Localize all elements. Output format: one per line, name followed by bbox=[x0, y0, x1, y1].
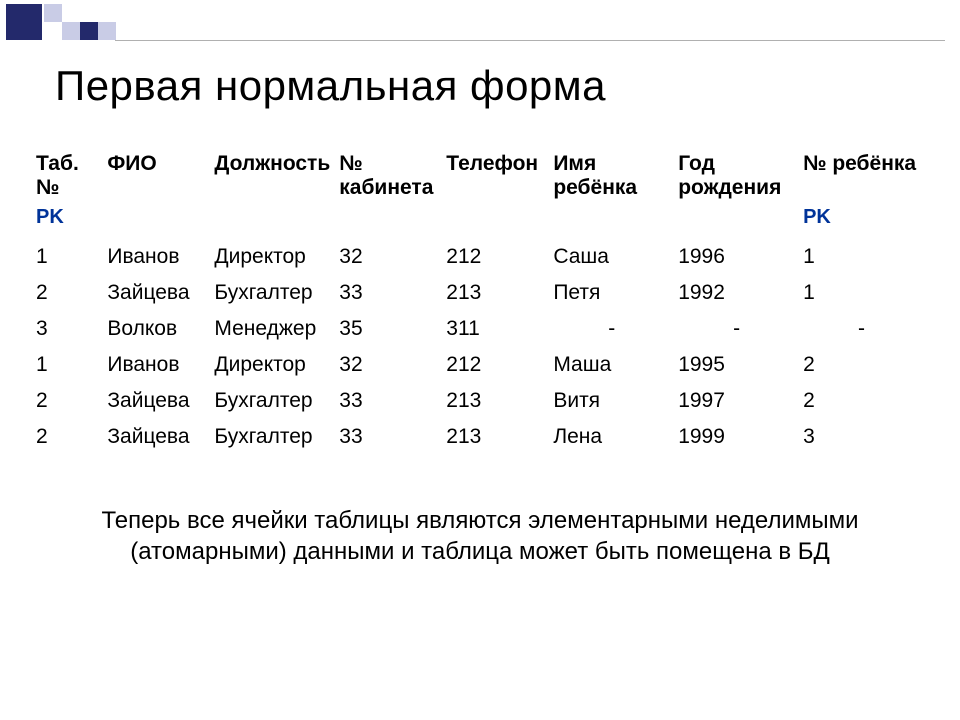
table-cell: 1997 bbox=[676, 383, 801, 419]
table-header-cell: Имя ребёнка bbox=[551, 148, 676, 206]
table-pk-cell bbox=[337, 206, 444, 239]
table-pk-row: PK PK bbox=[34, 206, 926, 239]
table-pk-cell bbox=[676, 206, 801, 239]
table-cell: 32 bbox=[337, 239, 444, 275]
table-cell: 213 bbox=[444, 383, 551, 419]
table-row: 3ВолковМенеджер35311--- bbox=[34, 311, 926, 347]
table-cell: 1 bbox=[34, 239, 105, 275]
caption-text: Теперь все ячейки таблицы являются элеме… bbox=[55, 505, 905, 567]
table-cell: Саша bbox=[551, 239, 676, 275]
table-cell: Иванов bbox=[105, 347, 212, 383]
table-cell: 33 bbox=[337, 275, 444, 311]
table-cell: 212 bbox=[444, 347, 551, 383]
table-cell: 1999 bbox=[676, 419, 801, 455]
table-cell: Зайцева bbox=[105, 383, 212, 419]
table-cell: Директор bbox=[212, 347, 337, 383]
deco-square-light-2 bbox=[62, 22, 80, 40]
deco-square-light-1 bbox=[44, 4, 62, 22]
table-cell: Бухгалтер bbox=[212, 383, 337, 419]
table-cell: Петя bbox=[551, 275, 676, 311]
table-header-cell: Телефон bbox=[444, 148, 551, 206]
table-row: 1ИвановДиректор32212Маша19952 bbox=[34, 347, 926, 383]
table-pk-cell: PK bbox=[801, 206, 926, 239]
table-cell: - bbox=[551, 311, 676, 347]
table-cell: Бухгалтер bbox=[212, 419, 337, 455]
page-title: Первая нормальная форма bbox=[55, 62, 606, 110]
table-cell: 2 bbox=[34, 275, 105, 311]
table-cell: 213 bbox=[444, 275, 551, 311]
table-cell: 1992 bbox=[676, 275, 801, 311]
table-cell: Лена bbox=[551, 419, 676, 455]
table-pk-cell bbox=[444, 206, 551, 239]
table-cell: 212 bbox=[444, 239, 551, 275]
table-header-cell: Таб. № bbox=[34, 148, 105, 206]
table-cell: - bbox=[801, 311, 926, 347]
table-cell: 311 bbox=[444, 311, 551, 347]
table-cell: 35 bbox=[337, 311, 444, 347]
table-cell: Иванов bbox=[105, 239, 212, 275]
table-cell: - bbox=[676, 311, 801, 347]
table-cell: Менеджер bbox=[212, 311, 337, 347]
table-cell: Зайцева bbox=[105, 419, 212, 455]
table-cell: Зайцева bbox=[105, 275, 212, 311]
deco-square-dark-1 bbox=[6, 4, 42, 40]
slide: Первая нормальная форма Таб. №ФИОДолжнос… bbox=[0, 0, 960, 720]
table-header-cell: № ребёнка bbox=[801, 148, 926, 206]
table-cell: 33 bbox=[337, 419, 444, 455]
deco-rule bbox=[115, 40, 945, 41]
table-row: 2ЗайцеваБухгалтер33213Витя19972 bbox=[34, 383, 926, 419]
table-cell: 3 bbox=[34, 311, 105, 347]
table-pk-cell bbox=[551, 206, 676, 239]
table-pk-cell: PK bbox=[34, 206, 105, 239]
table-cell: Маша bbox=[551, 347, 676, 383]
table-cell: Бухгалтер bbox=[212, 275, 337, 311]
table-row: 2ЗайцеваБухгалтер33213Петя19921 bbox=[34, 275, 926, 311]
table-cell: 2 bbox=[34, 419, 105, 455]
table-cell: 3 bbox=[801, 419, 926, 455]
table-cell: 1 bbox=[801, 239, 926, 275]
table-header-cell: ФИО bbox=[105, 148, 212, 206]
table-cell: 1995 bbox=[676, 347, 801, 383]
table-header-cell: № кабинета bbox=[337, 148, 444, 206]
table-cell: 1 bbox=[801, 275, 926, 311]
table-cell: Витя bbox=[551, 383, 676, 419]
table-header-cell: Год рождения bbox=[676, 148, 801, 206]
table-header-cell: Должность bbox=[212, 148, 337, 206]
table-cell: 32 bbox=[337, 347, 444, 383]
table-cell: 1 bbox=[34, 347, 105, 383]
table-cell: 2 bbox=[34, 383, 105, 419]
table-header-row: Таб. №ФИОДолжность№ кабинетаТелефонИмя р… bbox=[34, 148, 926, 206]
deco-square-light-3 bbox=[98, 22, 116, 40]
table-pk-cell bbox=[105, 206, 212, 239]
normal-form-table: Таб. №ФИОДолжность№ кабинетаТелефонИмя р… bbox=[34, 148, 926, 455]
table-cell: 213 bbox=[444, 419, 551, 455]
table-cell: Волков bbox=[105, 311, 212, 347]
deco-square-dark-2 bbox=[80, 22, 98, 40]
table-row: 2ЗайцеваБухгалтер33213Лена19993 bbox=[34, 419, 926, 455]
table-cell: Директор bbox=[212, 239, 337, 275]
table-cell: 2 bbox=[801, 383, 926, 419]
table-cell: 33 bbox=[337, 383, 444, 419]
table-pk-cell bbox=[212, 206, 337, 239]
table-cell: 2 bbox=[801, 347, 926, 383]
table-cell: 1996 bbox=[676, 239, 801, 275]
table-row: 1ИвановДиректор32212Саша19961 bbox=[34, 239, 926, 275]
